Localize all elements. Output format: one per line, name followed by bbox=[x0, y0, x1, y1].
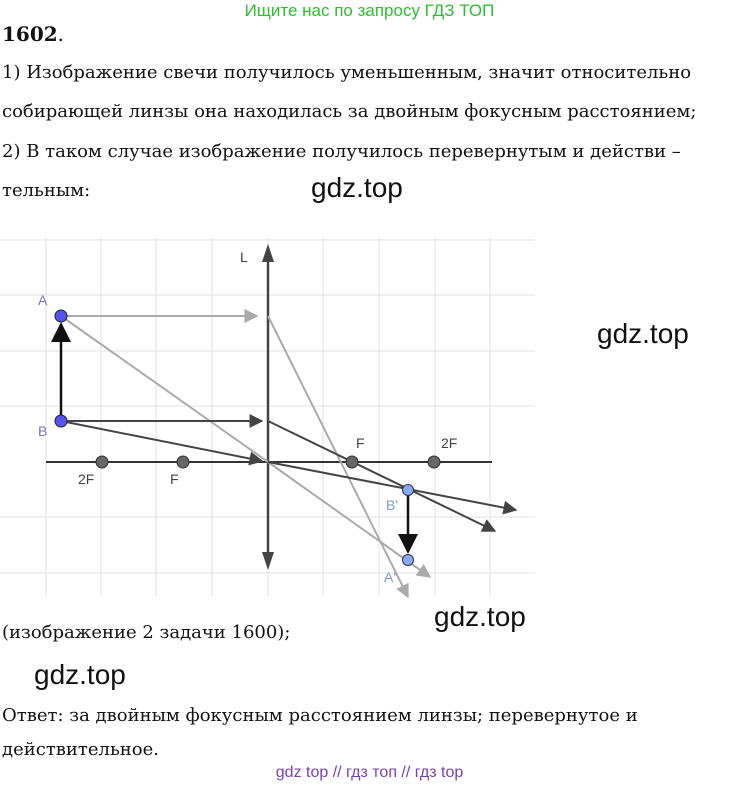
label-2f-left: 2F bbox=[78, 471, 94, 487]
focus-points bbox=[95, 455, 441, 469]
problem-number-punct: . bbox=[57, 22, 65, 46]
point-f-right bbox=[345, 455, 359, 469]
solution-line-4: тельным: bbox=[2, 180, 91, 201]
point-b-prime bbox=[402, 484, 414, 496]
lens bbox=[262, 244, 274, 570]
solution-line-1: 1) Изображение свечи получилось уменьшен… bbox=[2, 62, 692, 83]
figure-caption: (изображение 2 задачи 1600); bbox=[2, 622, 291, 643]
problem-number-value: 1602 bbox=[2, 22, 58, 46]
answer-line: Ответ: за двойным фокусным расстоянием л… bbox=[2, 705, 638, 726]
point-a bbox=[54, 309, 68, 323]
solution-line-3: 2) В таком случае изображение получилось… bbox=[2, 141, 681, 162]
point-b bbox=[54, 414, 68, 428]
rays bbox=[60, 309, 518, 599]
point-2f-right bbox=[427, 455, 441, 469]
watermark-1: gdz.top bbox=[311, 172, 403, 203]
label-b: B bbox=[38, 423, 47, 439]
point-2f-left bbox=[95, 455, 109, 469]
point-a-prime bbox=[402, 554, 414, 566]
lens-ray-diagram: L A B 2F F F 2F B' A' bbox=[0, 238, 535, 599]
problem-number: 1602. bbox=[2, 22, 64, 46]
label-f-left: F bbox=[170, 471, 179, 487]
label-a-prime: A' bbox=[384, 569, 396, 585]
watermark-2: gdz.top bbox=[597, 318, 689, 349]
label-f-right: F bbox=[356, 435, 365, 451]
site-banner[interactable]: Ищите нас по запросу ГДЗ ТОП bbox=[244, 1, 495, 20]
label-lens: L bbox=[240, 249, 248, 265]
label-a: A bbox=[38, 292, 48, 308]
label-b-prime: B' bbox=[386, 497, 398, 513]
footer-links[interactable]: gdz top // гдз топ // гдз top bbox=[275, 764, 464, 781]
watermark-4: gdz.top bbox=[34, 659, 126, 690]
watermark-3: gdz.top bbox=[434, 601, 526, 632]
point-f-left bbox=[176, 455, 190, 469]
label-2f-right: 2F bbox=[441, 435, 457, 451]
solution-line-2: собирающей линзы она находилась за двойн… bbox=[2, 101, 697, 122]
answer-line-continued: действительное. bbox=[2, 739, 159, 760]
